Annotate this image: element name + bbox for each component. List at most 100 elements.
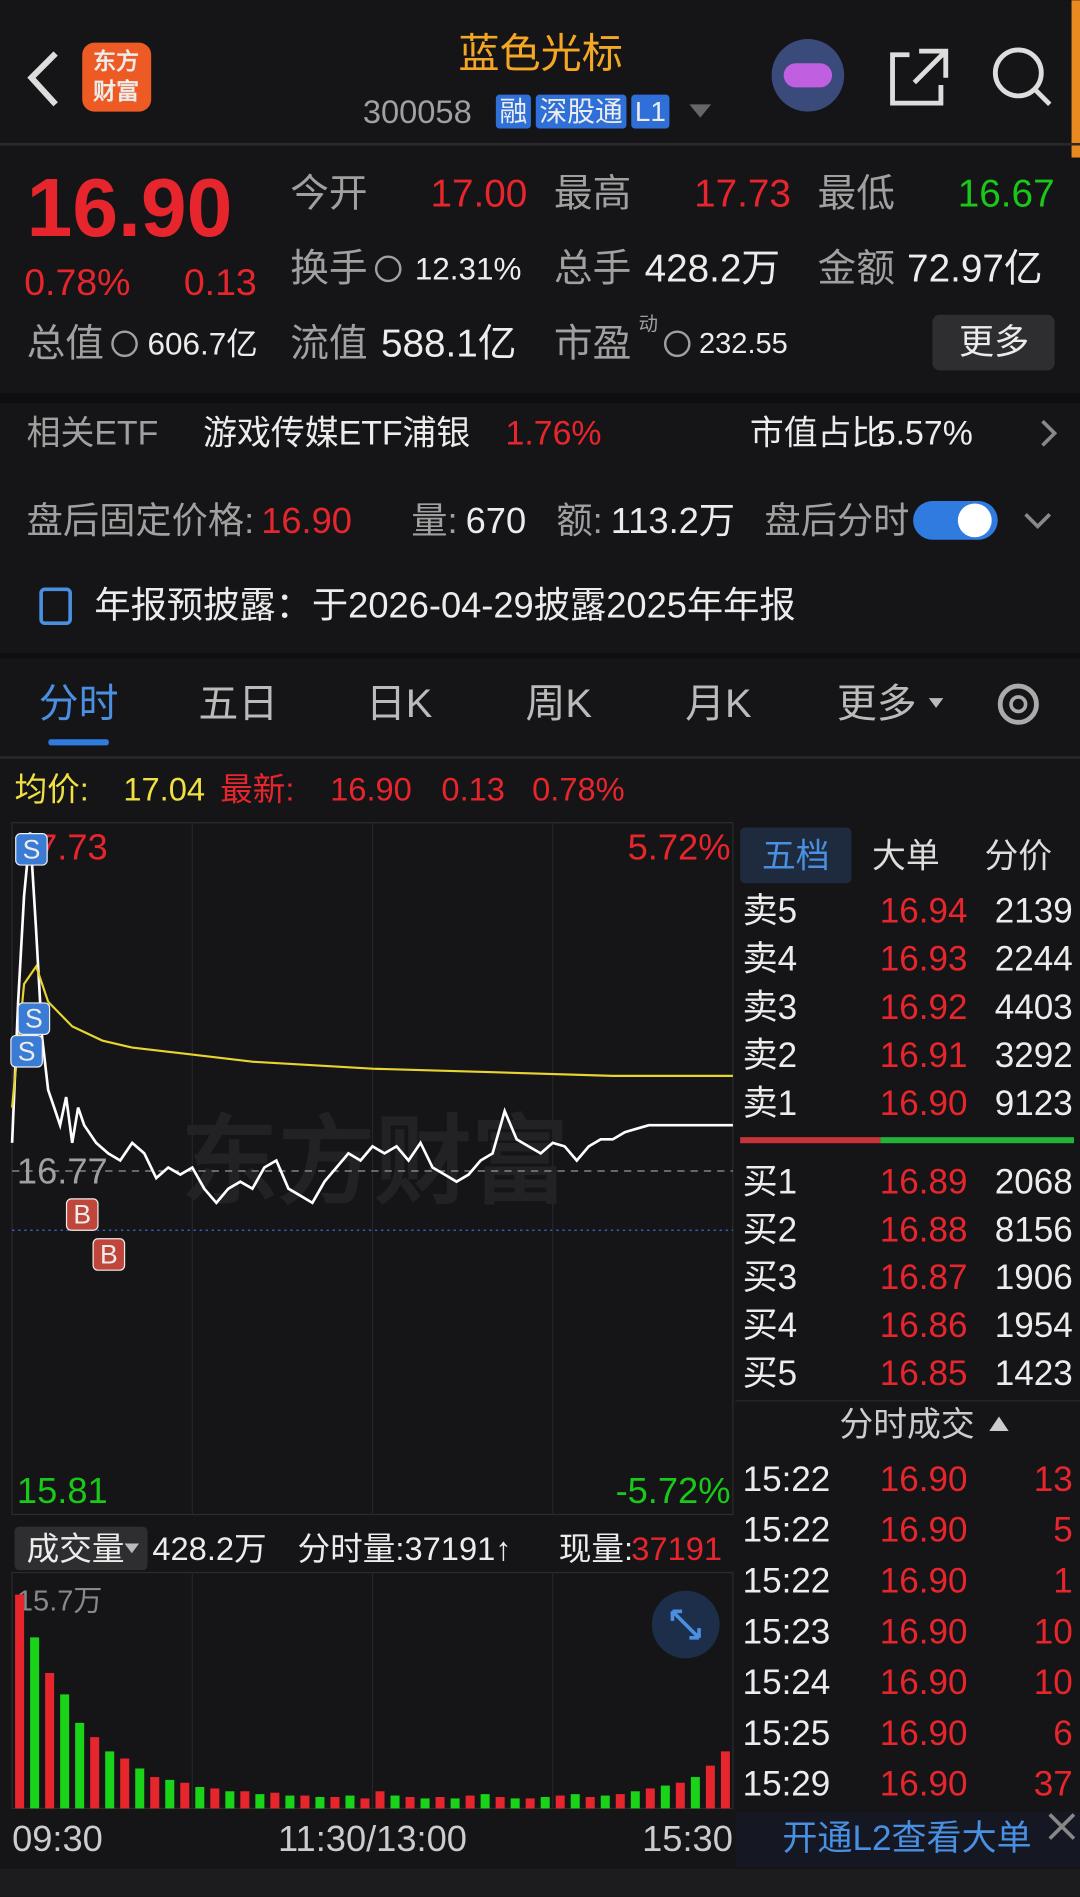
share-icon[interactable]	[890, 48, 949, 106]
volume-bar	[285, 1795, 295, 1809]
ask-strength	[740, 1137, 881, 1144]
label[interactable]: 开通L2查看大单	[782, 1819, 1031, 1858]
volume-bar	[645, 1788, 655, 1809]
tag-label: 融	[499, 96, 527, 127]
more-button[interactable]	[932, 314, 1055, 371]
label: 0.78%	[532, 770, 625, 807]
book-level: 买4	[743, 1306, 798, 1345]
label: 市值占比	[750, 414, 885, 452]
field-label: 最高	[554, 172, 631, 215]
trade-price: 16.90	[880, 1562, 968, 1601]
volume-bar	[15, 1594, 25, 1809]
volume-bar	[405, 1796, 415, 1809]
volume-bar	[90, 1737, 100, 1809]
label: 1.76%	[506, 414, 602, 452]
book-volume: 1423	[995, 1354, 1073, 1393]
book-price: 16.88	[880, 1210, 968, 1249]
volume-bar	[30, 1637, 40, 1809]
trade-time: 15:22	[743, 1562, 831, 1601]
l2-banner[interactable]	[735, 1812, 1080, 1868]
label: 37191	[631, 1530, 722, 1567]
search-icon[interactable]	[992, 47, 1044, 99]
trade-marker	[92, 1238, 126, 1271]
label: 428.2万	[152, 1530, 266, 1567]
book-tab[interactable]: 五档	[762, 838, 830, 876]
bid-strength	[880, 1137, 1074, 1144]
volume-bar	[180, 1782, 190, 1809]
info-icon	[111, 330, 138, 358]
label: 17.04	[123, 770, 205, 807]
volume-bar	[60, 1694, 70, 1809]
price: 16.90	[27, 163, 233, 254]
search-handle	[1033, 88, 1052, 107]
tab[interactable]: 月K	[685, 682, 752, 726]
volume-bar	[510, 1798, 520, 1809]
volume-bar	[720, 1751, 730, 1809]
dropdown-arrow[interactable]	[689, 104, 712, 118]
chevron[interactable]	[1041, 419, 1058, 447]
scrollbar	[1071, 0, 1080, 158]
divider	[0, 653, 1080, 659]
tag-label: 深股通	[539, 96, 622, 127]
book-tab[interactable]: 分价	[984, 838, 1052, 876]
book-volume: 1954	[995, 1306, 1073, 1345]
volume-bar	[375, 1791, 385, 1809]
volume-bar	[270, 1792, 280, 1809]
field-label: 总手	[554, 247, 631, 290]
label: 盘后固定价格:	[27, 500, 255, 541]
tab[interactable]: 五日	[198, 682, 278, 726]
back-button[interactable]	[27, 51, 58, 107]
book-price: 16.92	[880, 988, 968, 1027]
close-icon[interactable]	[1048, 1813, 1076, 1840]
book-level: 卖4	[743, 940, 798, 979]
tab[interactable]: 更多	[837, 682, 917, 726]
field-label: 今开	[290, 172, 367, 215]
logo[interactable]	[82, 42, 152, 112]
volume-selector[interactable]	[14, 1526, 148, 1571]
notice-icon	[39, 587, 72, 625]
sort-icon[interactable]	[989, 1416, 1009, 1432]
book-level: 买2	[743, 1210, 798, 1249]
field-value: 588.1亿	[381, 322, 517, 365]
x-tick-label: 09:30	[12, 1818, 103, 1859]
volume-bar	[420, 1798, 430, 1809]
label: 现量:	[559, 1530, 633, 1567]
trade-price: 16.90	[880, 1663, 968, 1702]
book-level: 买1	[743, 1162, 798, 1201]
book-level: 卖1	[743, 1084, 798, 1123]
trade-marker-label: S	[18, 1036, 36, 1066]
volume-bar	[465, 1795, 475, 1809]
settings-icon[interactable]	[997, 683, 1039, 725]
tab[interactable]: 周K	[525, 682, 592, 726]
trade-time: 15:23	[743, 1612, 831, 1651]
field-value: 232.55	[699, 328, 788, 360]
trade-volume: 13	[1034, 1460, 1073, 1499]
book-level: 卖2	[743, 1036, 798, 1075]
label: 0.78%	[24, 261, 130, 303]
tag-label: L1	[635, 96, 666, 127]
expand-icon	[670, 1609, 701, 1640]
label: 财富	[93, 78, 139, 104]
book-price: 16.94	[880, 892, 968, 931]
tab[interactable]: 分时	[39, 682, 119, 726]
volume-bar	[600, 1795, 610, 1809]
label[interactable]: 更多	[959, 323, 1029, 362]
field-value: 606.7亿	[148, 326, 258, 361]
field-label: 最低	[818, 172, 895, 215]
trade-volume: 6	[1053, 1714, 1073, 1753]
field-value: 16.67	[958, 172, 1055, 215]
expand-arrow[interactable]	[1024, 513, 1052, 529]
field-label: 金额	[818, 247, 895, 290]
trade-price: 16.90	[880, 1765, 968, 1804]
volume-bar	[540, 1796, 550, 1809]
volume-bar	[615, 1794, 625, 1809]
volume-bar	[480, 1794, 490, 1809]
volume-bar	[210, 1788, 220, 1809]
book-tab[interactable]: 大单	[872, 838, 940, 876]
trade-marker	[65, 1198, 99, 1231]
field-label: 市盈	[554, 322, 631, 365]
tab[interactable]: 日K	[366, 682, 433, 726]
label: 0.13	[441, 770, 505, 807]
